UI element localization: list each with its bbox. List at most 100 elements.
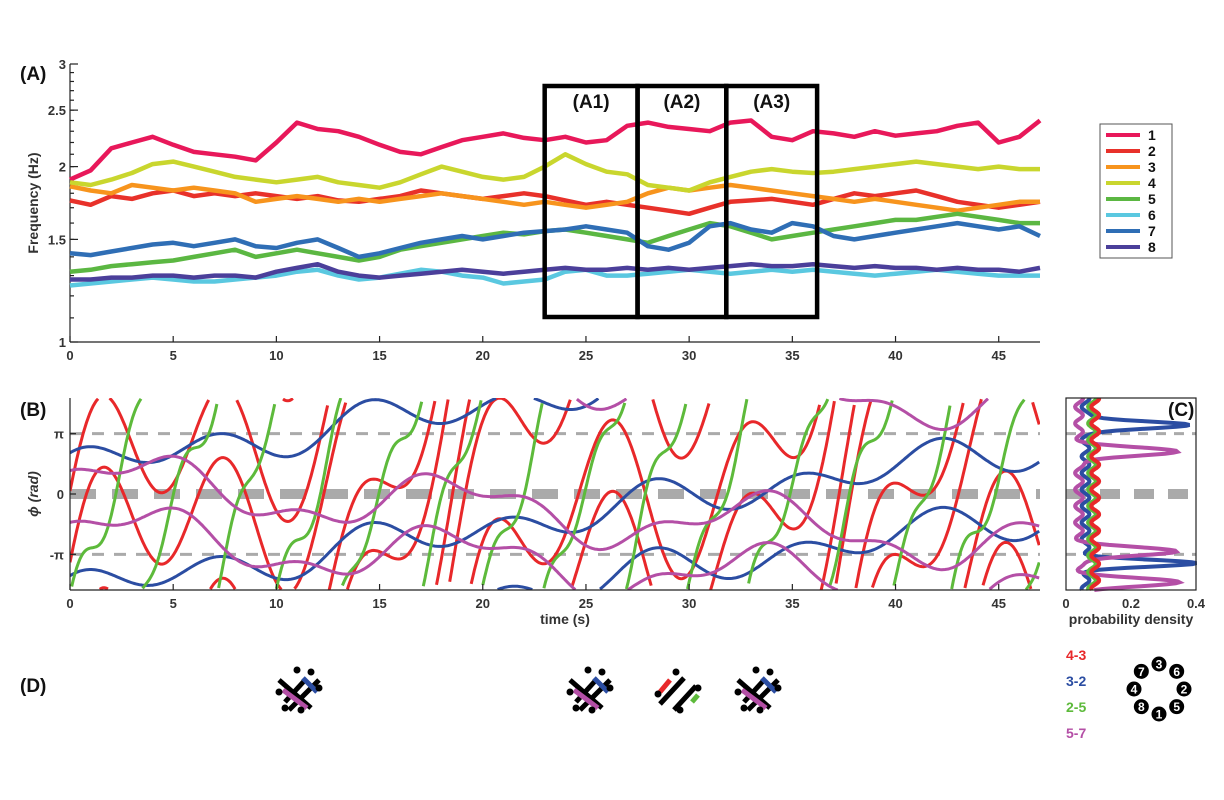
highlight-bar (658, 678, 672, 694)
node-dot (734, 688, 742, 696)
x-tick-label: 20 (476, 348, 490, 363)
node-6-circle (1169, 663, 1185, 679)
frequency-chart: 0 5 10 15 20 25 30 35 40 45 1 1.5 2 2.5 3 Frequency (Hz… (25, 57, 1173, 363)
bar (746, 678, 780, 712)
y-tick-label: 2 (59, 160, 66, 175)
legend-label-1: 1 (1148, 127, 1156, 143)
legend-label-5: 5 (1148, 191, 1156, 207)
node-dot (774, 684, 782, 692)
x-tick-label: 45 (991, 596, 1005, 611)
x-tick-label: 45 (991, 348, 1005, 363)
node-dot (676, 706, 684, 714)
window-box-3 (724, 83, 820, 320)
node-dot (766, 668, 774, 676)
series-6-line (69, 267, 1040, 288)
phase-series-3-2-line-1 (70, 398, 1040, 590)
x-axis-label: probability density (1069, 611, 1194, 627)
node-dot (598, 668, 606, 676)
coupling-diagrams: 4-3 3-2 2-5 5-7 1 2 3 4 5 6 7 8 (275, 647, 1192, 741)
node-8-label: 8 (1138, 700, 1145, 714)
node-3-circle (1151, 656, 1167, 672)
x-tick-label: 40 (888, 596, 902, 611)
panel-label-d: (D) (20, 676, 46, 697)
y-tick-label: 3 (59, 57, 66, 72)
y-axis-label: Frequency (Hz) (25, 152, 41, 253)
x-tick-label: 30 (682, 348, 696, 363)
legend-label-7: 7 (1148, 223, 1156, 239)
legend-label-8: 8 (1148, 239, 1156, 255)
x-tick-label: 0 (66, 348, 73, 363)
x-tick-label: 25 (579, 348, 593, 363)
node-dot (606, 684, 614, 692)
series-8-line (70, 261, 1041, 282)
window-label-3: (A3) (753, 92, 790, 113)
panel-label-a: (A) (20, 64, 46, 85)
y-axis-label: ϕ (rad) (25, 471, 41, 517)
node-8-circle (1133, 699, 1149, 715)
x-tick-label: 40 (888, 348, 902, 363)
bar (574, 678, 598, 704)
phase-series-5-7-line-1 (70, 454, 1040, 572)
y-tick-label: 1.5 (48, 232, 66, 247)
phase-series-2-5-line-1 (70, 398, 1040, 590)
series-3-line (69, 182, 1040, 213)
node-dot (293, 666, 301, 674)
pair-label-2-5: 2-5 (1066, 699, 1086, 715)
density-frame (1065, 397, 1197, 591)
x-tick-label: 35 (785, 348, 799, 363)
node-dot (297, 706, 305, 714)
node-4-label: 4 (1131, 683, 1138, 697)
pair-label-5-7: 5-7 (1066, 725, 1086, 741)
node-2-label: 2 (1181, 683, 1188, 697)
highlight-bar (592, 676, 610, 694)
legend-label-3: 3 (1148, 159, 1156, 175)
y-tick-label: -π (50, 547, 64, 562)
highlight-bar (760, 676, 778, 694)
y-tick-label: 0 (57, 487, 64, 502)
x-tick-label: 15 (372, 348, 386, 363)
y-tick-label: 1 (59, 335, 66, 350)
bar (578, 678, 612, 712)
series-4-line (69, 152, 1040, 193)
series-7-line (69, 220, 1041, 260)
node-dot (584, 666, 592, 674)
node-dot (752, 666, 760, 674)
x-tick-label: 10 (269, 348, 283, 363)
phase-series-5-7-line-2 (70, 398, 1040, 590)
legend-box (1099, 123, 1173, 259)
node-5-circle (1169, 699, 1185, 715)
bar (287, 678, 321, 712)
node-2-circle (1176, 681, 1192, 697)
highlight-bar (281, 688, 309, 710)
x-tick-label: 0.2 (1122, 596, 1140, 611)
node-4-circle (1126, 681, 1142, 697)
series-1-line (69, 118, 1042, 182)
bar (672, 684, 698, 712)
node-dot (756, 706, 764, 714)
x-tick-label: 0.4 (1187, 596, 1206, 611)
node-5-label: 5 (1173, 700, 1180, 714)
node-3-label: 3 (1156, 658, 1163, 672)
x-tick-label: 15 (372, 596, 386, 611)
y-tick-label: 2.5 (48, 103, 66, 118)
node-7-label: 7 (1138, 665, 1145, 679)
x-tick-label: 20 (476, 596, 490, 611)
legend-label-4: 4 (1148, 175, 1156, 191)
x-tick-label: 0 (66, 596, 73, 611)
pair-label-3-2: 3-2 (1066, 673, 1086, 689)
density-4-3-line (1089, 397, 1102, 591)
legend-label-2: 2 (1148, 143, 1156, 159)
node-dot (315, 684, 323, 692)
coupling-diagram-4 (734, 666, 782, 714)
panel-label-c: (C) (1168, 400, 1194, 421)
coupling-diagram-1 (275, 666, 323, 714)
phase-series-group (70, 398, 1040, 590)
window-label-2: (A2) (663, 92, 700, 113)
node-dot (672, 668, 680, 676)
density-5-7-line (1073, 397, 1185, 592)
node-dot (566, 688, 574, 696)
y-tick-label: π (54, 427, 64, 442)
x-tick-label: 30 (682, 596, 696, 611)
